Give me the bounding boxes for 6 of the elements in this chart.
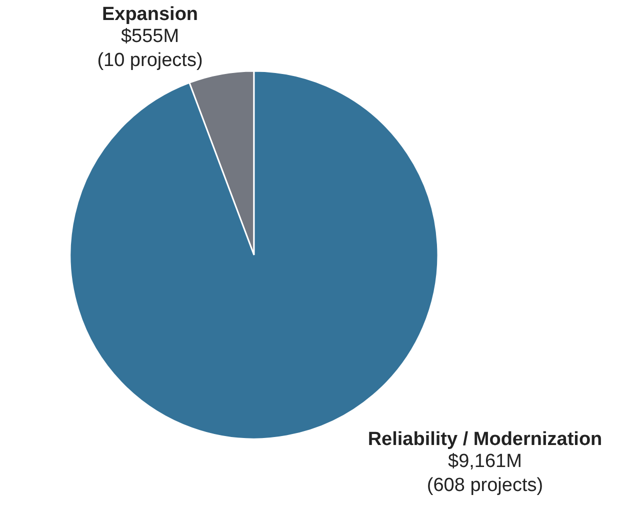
data-label: $9,161M [448,451,522,472]
slice-label: Reliability / Modernization [368,429,602,450]
text: (10 projects) [97,50,203,71]
slice-label: Expansion [102,4,198,25]
text: (608 projects) [426,475,544,496]
data-label: $555M [120,26,180,47]
